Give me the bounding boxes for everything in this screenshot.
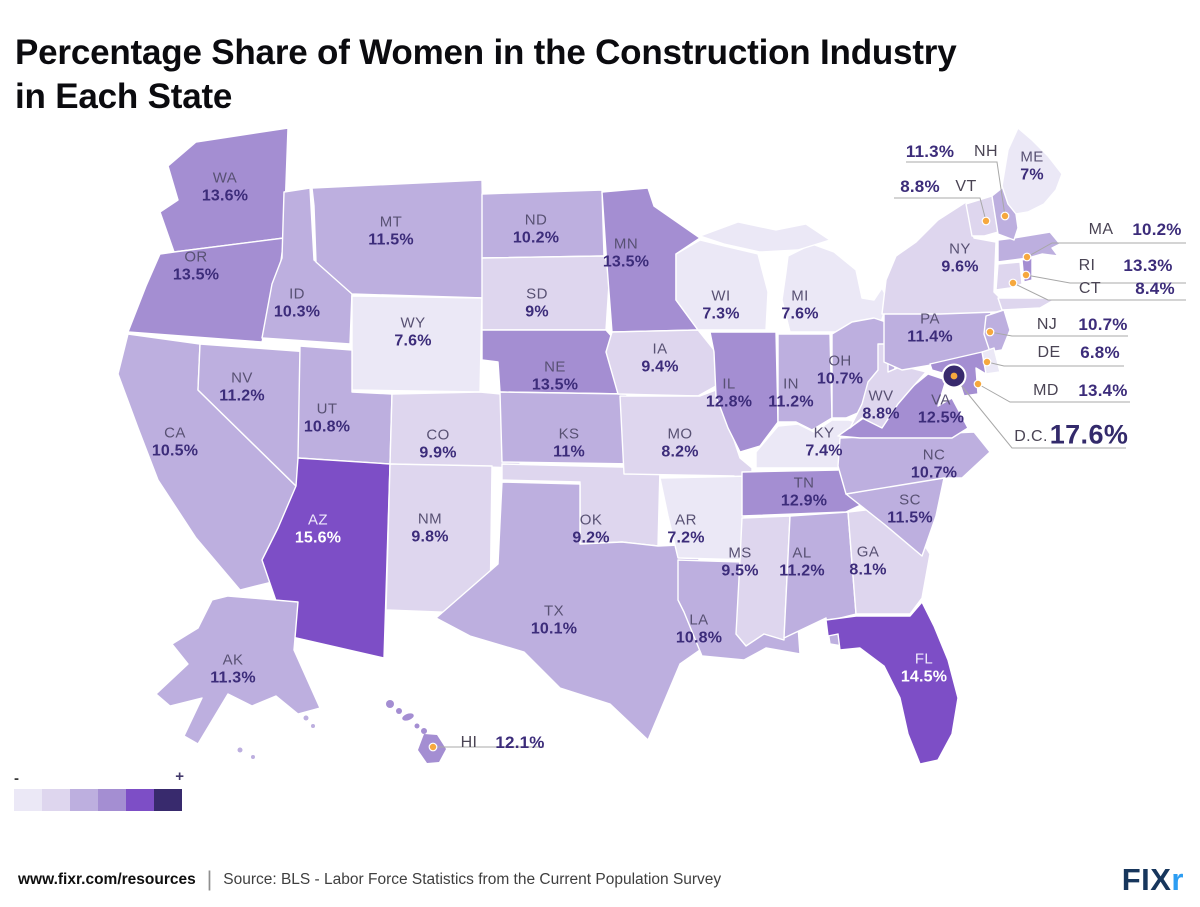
state-shape-WY bbox=[351, 295, 483, 393]
alaska-island-2 bbox=[303, 715, 309, 721]
hawaii-island-3 bbox=[414, 723, 420, 729]
state-shape-NC bbox=[837, 431, 991, 495]
state-shape-MO bbox=[619, 389, 753, 491]
alaska-island-1 bbox=[251, 755, 255, 759]
state-shape-ME bbox=[1001, 127, 1063, 215]
state-shape-WV bbox=[849, 343, 927, 429]
state-shape-AK bbox=[155, 595, 321, 745]
state-dot-MA bbox=[1022, 252, 1032, 262]
fixr-logo-light-part: r bbox=[1171, 862, 1184, 897]
legend-swatch-0 bbox=[14, 789, 42, 811]
fixr-logo: FIXr bbox=[1122, 864, 1184, 895]
state-dot-RI bbox=[1021, 270, 1031, 280]
fixr-logo-dark-part: FIX bbox=[1121, 862, 1172, 897]
state-shape-OR bbox=[127, 237, 285, 343]
color-legend: - + bbox=[14, 768, 184, 814]
callout-line-MA bbox=[1026, 242, 1186, 258]
legend-max-label: + bbox=[175, 768, 184, 785]
state-shape-VT bbox=[965, 195, 999, 237]
state-dot-VT bbox=[981, 216, 991, 226]
state-shape-IA bbox=[605, 329, 717, 397]
page-title: Percentage Share of Women in the Constru… bbox=[15, 31, 1175, 118]
footer-source-text: Source: BLS - Labor Force Statistics fro… bbox=[223, 870, 722, 888]
state-shape-MT bbox=[311, 179, 485, 299]
state-shape-IL bbox=[709, 331, 779, 453]
title-line-1: Percentage Share of Women in the Constru… bbox=[15, 33, 957, 73]
state-shape-WA bbox=[159, 127, 289, 253]
hawaii-island-0 bbox=[386, 700, 394, 708]
state-dot-CT bbox=[1008, 278, 1018, 288]
callout-line-DE bbox=[986, 361, 1124, 367]
legend-swatch-2 bbox=[70, 789, 98, 811]
michigan-upper-peninsula bbox=[699, 221, 831, 253]
state-dot-NH bbox=[1000, 211, 1010, 221]
footer: www.fixr.com/resources | Source: BLS - L… bbox=[18, 864, 1184, 895]
alaska-island-3 bbox=[311, 724, 315, 728]
state-shape-ND bbox=[481, 189, 605, 259]
legend-swatch-4 bbox=[126, 789, 154, 811]
state-dot-DE bbox=[982, 357, 992, 367]
callout-line-NJ bbox=[989, 331, 1128, 337]
state-shape-TX bbox=[435, 481, 701, 741]
title-line-2: in Each State bbox=[15, 76, 233, 116]
state-dot-MD bbox=[973, 379, 983, 389]
state-shape-NE bbox=[481, 329, 627, 395]
state-shape-SD bbox=[481, 255, 611, 331]
hawaii-island-2 bbox=[402, 713, 414, 721]
long-island bbox=[997, 297, 1055, 311]
state-shape-FL bbox=[825, 601, 959, 765]
callout-line-VT bbox=[894, 197, 987, 222]
alaska-island-0 bbox=[237, 747, 243, 753]
legend-swatch-3 bbox=[98, 789, 126, 811]
callout-line-RI bbox=[1025, 274, 1186, 284]
state-shape-WI bbox=[675, 239, 769, 331]
callout-line-NH bbox=[906, 161, 1006, 217]
state-shape-IN bbox=[777, 333, 833, 431]
state-shape-KS bbox=[499, 391, 639, 465]
state-shape-MS bbox=[735, 515, 791, 647]
callout-line-CT bbox=[1012, 282, 1186, 301]
dc-marker-center-dot bbox=[950, 372, 958, 380]
legend-swatch-1 bbox=[42, 789, 70, 811]
hawaii-island-1 bbox=[396, 708, 402, 714]
footer-site-url: www.fixr.com/resources bbox=[18, 870, 196, 888]
hawaii-island-4 bbox=[421, 728, 427, 734]
legend-color-ramp bbox=[14, 789, 182, 811]
legend-swatch-5 bbox=[154, 789, 182, 811]
callout-line-MD bbox=[977, 383, 1130, 403]
state-shape-MI bbox=[781, 243, 889, 333]
footer-divider: | bbox=[206, 867, 213, 891]
state-dot-HI bbox=[428, 742, 438, 752]
state-dot-NJ bbox=[985, 327, 995, 337]
state-shape-ID bbox=[261, 187, 353, 345]
legend-min-label: - bbox=[14, 770, 19, 787]
callout-line-D.C. bbox=[959, 383, 1126, 449]
